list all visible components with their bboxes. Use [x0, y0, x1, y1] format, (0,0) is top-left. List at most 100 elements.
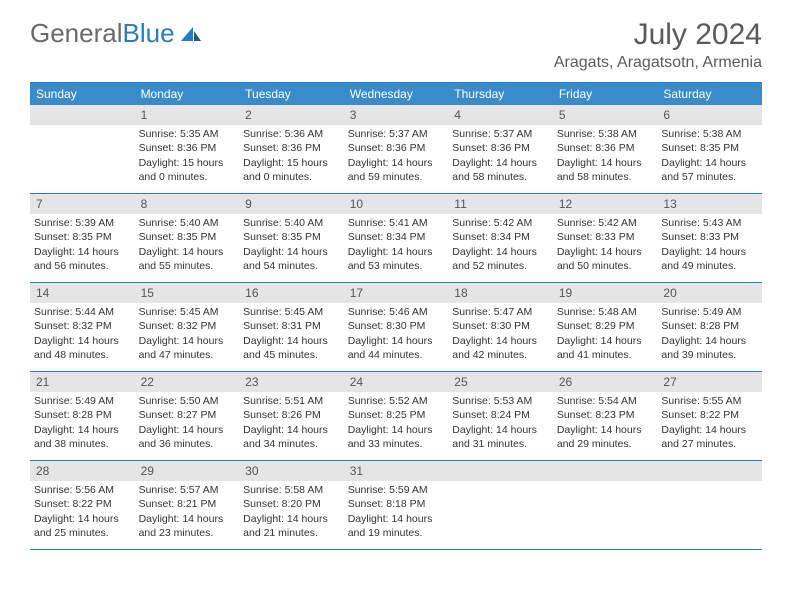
daylight-text: Daylight: 14 hours and 34 minutes. — [243, 423, 340, 451]
sunrise-text: Sunrise: 5:49 AM — [34, 394, 131, 408]
day-cell: 18Sunrise: 5:47 AMSunset: 8:30 PMDayligh… — [448, 283, 553, 371]
sunrise-text: Sunrise: 5:40 AM — [139, 216, 236, 230]
daylight-text: Daylight: 14 hours and 50 minutes. — [557, 245, 654, 273]
day-cell — [553, 461, 658, 549]
daylight-text: Daylight: 14 hours and 44 minutes. — [348, 334, 445, 362]
daylight-text: Daylight: 14 hours and 55 minutes. — [139, 245, 236, 273]
sunset-text: Sunset: 8:25 PM — [348, 408, 445, 422]
day-cell: 24Sunrise: 5:52 AMSunset: 8:25 PMDayligh… — [344, 372, 449, 460]
day-number — [657, 461, 762, 481]
day-number: 26 — [553, 372, 658, 392]
day-number: 20 — [657, 283, 762, 303]
sunset-text: Sunset: 8:34 PM — [452, 230, 549, 244]
header: GeneralBlue July 2024 Aragats, Aragatsot… — [0, 0, 792, 76]
day-number: 23 — [239, 372, 344, 392]
week-row: 28Sunrise: 5:56 AMSunset: 8:22 PMDayligh… — [30, 461, 762, 550]
sunrise-text: Sunrise: 5:45 AM — [243, 305, 340, 319]
sunset-text: Sunset: 8:35 PM — [661, 141, 758, 155]
sunset-text: Sunset: 8:26 PM — [243, 408, 340, 422]
day-number: 3 — [344, 105, 449, 125]
day-cell — [448, 461, 553, 549]
day-number: 4 — [448, 105, 553, 125]
day-number: 31 — [344, 461, 449, 481]
day-cell: 21 Sunrise: 5:49 AMSunset: 8:28 PMDayligh… — [30, 372, 135, 460]
day-cell: 5Sunrise: 5:38 AMSunset: 8:36 PMDaylight… — [553, 105, 658, 193]
weeks-container: 1Sunrise: 5:35 AMSunset: 8:36 PMDaylight… — [30, 105, 762, 550]
day-cell: 17Sunrise: 5:46 AMSunset: 8:30 PMDayligh… — [344, 283, 449, 371]
day-number: 16 — [239, 283, 344, 303]
sunset-text: Sunset: 8:36 PM — [452, 141, 549, 155]
week-row: 7Sunrise: 5:39 AMSunset: 8:35 PMDaylight… — [30, 194, 762, 283]
day-cell: 31Sunrise: 5:59 AMSunset: 8:18 PMDayligh… — [344, 461, 449, 549]
sunrise-text: Sunrise: 5:45 AM — [139, 305, 236, 319]
sunset-text: Sunset: 8:21 PM — [139, 497, 236, 511]
sunrise-text: Sunrise: 5:54 AM — [557, 394, 654, 408]
daylight-text: Daylight: 14 hours and 38 minutes. — [34, 423, 131, 451]
day-cell: 8Sunrise: 5:40 AMSunset: 8:35 PMDaylight… — [135, 194, 240, 282]
weekday-header-row: Sunday Monday Tuesday Wednesday Thursday… — [30, 83, 762, 105]
day-number: 9 — [239, 194, 344, 214]
sunrise-text: Sunrise: 5:48 AM — [557, 305, 654, 319]
daylight-text: Daylight: 14 hours and 59 minutes. — [348, 156, 445, 184]
daylight-text: Daylight: 14 hours and 23 minutes. — [139, 512, 236, 540]
day-cell: 3Sunrise: 5:37 AMSunset: 8:36 PMDaylight… — [344, 105, 449, 193]
day-cell: 20Sunrise: 5:49 AMSunset: 8:28 PMDayligh… — [657, 283, 762, 371]
sunrise-text: Sunrise: 5:38 AM — [557, 127, 654, 141]
daylight-text: Daylight: 15 hours and 0 minutes. — [243, 156, 340, 184]
sunset-text: Sunset: 8:33 PM — [557, 230, 654, 244]
day-number: 19 — [553, 283, 658, 303]
sunrise-text: Sunrise: 5:51 AM — [243, 394, 340, 408]
sunset-text: Sunset: 8:35 PM — [243, 230, 340, 244]
day-cell: 1Sunrise: 5:35 AMSunset: 8:36 PMDaylight… — [135, 105, 240, 193]
sunset-text: Sunset: 8:35 PM — [139, 230, 236, 244]
day-number — [30, 105, 135, 125]
daylight-text: Daylight: 14 hours and 54 minutes. — [243, 245, 340, 273]
sunset-text: Sunset: 8:34 PM — [348, 230, 445, 244]
day-number: 28 — [30, 461, 135, 481]
sunset-text: Sunset: 8:18 PM — [348, 497, 445, 511]
sunrise-text: Sunrise: 5:35 AM — [139, 127, 236, 141]
day-number: 15 — [135, 283, 240, 303]
day-cell: 29Sunrise: 5:57 AMSunset: 8:21 PMDayligh… — [135, 461, 240, 549]
weekday-thursday: Thursday — [448, 83, 553, 105]
sunrise-text: Sunrise: 5:59 AM — [348, 483, 445, 497]
sunrise-text: Sunrise: 5:55 AM — [661, 394, 758, 408]
day-cell: 12Sunrise: 5:42 AMSunset: 8:33 PMDayligh… — [553, 194, 658, 282]
weekday-saturday: Saturday — [657, 83, 762, 105]
day-number: 21 — [30, 372, 135, 392]
logo: GeneralBlue — [30, 18, 203, 49]
daylight-text: Daylight: 14 hours and 42 minutes. — [452, 334, 549, 362]
logo-text-2: Blue — [123, 18, 175, 49]
sunrise-text: Sunrise: 5:37 AM — [452, 127, 549, 141]
daylight-text: Daylight: 14 hours and 31 minutes. — [452, 423, 549, 451]
day-number: 7 — [30, 194, 135, 214]
sunset-text: Sunset: 8:27 PM — [139, 408, 236, 422]
sunrise-text: Sunrise: 5:56 AM — [34, 483, 131, 497]
sunset-text: Sunset: 8:32 PM — [139, 319, 236, 333]
day-number: 2 — [239, 105, 344, 125]
week-row: 1Sunrise: 5:35 AMSunset: 8:36 PMDaylight… — [30, 105, 762, 194]
logo-text-1: General — [30, 18, 123, 49]
weekday-friday: Friday — [553, 83, 658, 105]
sunset-text: Sunset: 8:30 PM — [452, 319, 549, 333]
sunrise-text: Sunrise: 5:39 AM — [34, 216, 131, 230]
sunrise-text: Sunrise: 5:57 AM — [139, 483, 236, 497]
sunset-text: Sunset: 8:24 PM — [452, 408, 549, 422]
day-cell: 22Sunrise: 5:50 AMSunset: 8:27 PMDayligh… — [135, 372, 240, 460]
daylight-text: Daylight: 14 hours and 33 minutes. — [348, 423, 445, 451]
sunset-text: Sunset: 8:20 PM — [243, 497, 340, 511]
sunset-text: Sunset: 8:36 PM — [243, 141, 340, 155]
sunset-text: Sunset: 8:31 PM — [243, 319, 340, 333]
sunrise-text: Sunrise: 5:43 AM — [661, 216, 758, 230]
day-cell: 28Sunrise: 5:56 AMSunset: 8:22 PMDayligh… — [30, 461, 135, 549]
day-number: 30 — [239, 461, 344, 481]
sunrise-text: Sunrise: 5:37 AM — [348, 127, 445, 141]
daylight-text: Daylight: 14 hours and 53 minutes. — [348, 245, 445, 273]
daylight-text: Daylight: 14 hours and 39 minutes. — [661, 334, 758, 362]
sunset-text: Sunset: 8:28 PM — [34, 408, 131, 422]
daylight-text: Daylight: 14 hours and 47 minutes. — [139, 334, 236, 362]
sunrise-text: Sunrise: 5:42 AM — [557, 216, 654, 230]
day-cell: 25Sunrise: 5:53 AMSunset: 8:24 PMDayligh… — [448, 372, 553, 460]
location: Aragats, Aragatsotn, Armenia — [554, 54, 762, 72]
daylight-text: Daylight: 14 hours and 36 minutes. — [139, 423, 236, 451]
